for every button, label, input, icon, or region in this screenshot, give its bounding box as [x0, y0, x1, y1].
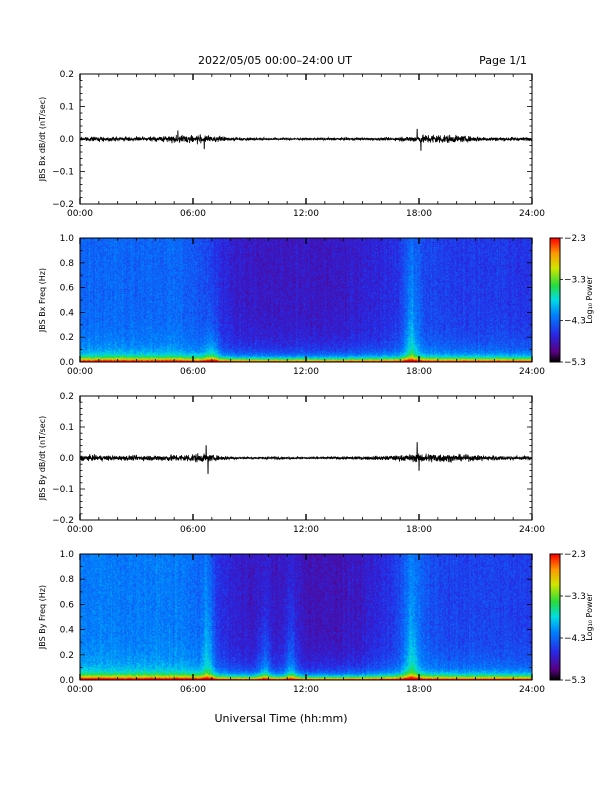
x-tick-label: 00:00 [67, 525, 93, 535]
colorbar-tick-label: −2.3 [564, 234, 586, 244]
x-tick-label: 12:00 [293, 209, 319, 219]
y-tick-label: 1.0 [60, 550, 75, 560]
bx-waveform-trace [79, 128, 533, 151]
colorbar-tick-label: −5.3 [564, 358, 586, 368]
y-tick-label: 0.6 [60, 600, 75, 610]
colorbar-tick-label: −4.3 [564, 317, 586, 327]
y-tick-label: 0.1 [60, 103, 74, 113]
x-tick-label: 18:00 [406, 525, 432, 535]
colorbar-tick-label: −3.3 [564, 275, 586, 285]
y-tick-label: 0.6 [60, 284, 75, 294]
y-tick-label: 0.8 [60, 259, 75, 269]
bx-spectrogram-ticks [79, 237, 533, 363]
by-waveform-y-tick-labels: 0.2 0.1 0.0 −0.1 −0.2 [52, 392, 74, 526]
by-waveform-y-axis-label: JBS By dB/dt (nT/sec) [38, 416, 47, 502]
colorbar-tick-label: −2.3 [564, 550, 586, 560]
x-tick-label: 18:00 [406, 209, 432, 219]
bx-spectrogram-heatmap [80, 238, 532, 362]
x-tick-label: 12:00 [293, 685, 319, 695]
x-tick-label: 24:00 [519, 209, 545, 219]
x-tick-label: 24:00 [519, 525, 545, 535]
by-colorbar-label: Log₁₀ Power [585, 593, 594, 641]
y-tick-label: 0.8 [60, 575, 75, 585]
bx-colorbar: −2.3 −3.3 −4.3 −5.3 Log₁₀ Power [549, 234, 594, 368]
page-number: Page 1/1 [479, 54, 527, 67]
by-waveform-trace [79, 442, 533, 474]
x-axis-label: Universal Time (hh:mm) [215, 712, 348, 725]
x-tick-label: 06:00 [180, 209, 206, 219]
y-tick-label: −0.2 [52, 516, 74, 526]
x-tick-label: 00:00 [67, 209, 93, 219]
y-tick-label: −0.1 [52, 485, 74, 495]
bx-spectrogram-y-axis-label: JBS Bx Freq (Hz) [38, 268, 47, 333]
y-tick-label: 0.1 [60, 423, 74, 433]
x-tick-label: 00:00 [67, 367, 93, 377]
figure-title: 2022/05/05 00:00–24:00 UT [198, 54, 352, 67]
y-tick-label: 1.0 [60, 234, 75, 244]
y-tick-label: 0.0 [60, 135, 75, 145]
y-tick-label: 0.2 [60, 70, 74, 80]
y-tick-label: 0.0 [60, 358, 75, 368]
by-colorbar-frame [549, 553, 561, 681]
y-tick-label: −0.2 [52, 200, 74, 210]
x-tick-label: 18:00 [406, 367, 432, 377]
y-tick-label: 0.2 [60, 392, 74, 402]
y-tick-label: 0.0 [60, 676, 75, 686]
y-tick-label: 0.0 [60, 454, 75, 464]
by-waveform-panel: 0.2 0.1 0.0 −0.1 −0.2 00:00 06:00 12:00 … [38, 392, 545, 535]
bx-waveform-ticks [79, 73, 533, 205]
x-tick-label: 06:00 [180, 525, 206, 535]
by-waveform-ticks [79, 395, 533, 521]
bx-waveform-y-axis-label: JBS Bx dB/dt (nT/sec) [38, 97, 47, 183]
x-tick-label: 12:00 [293, 525, 319, 535]
y-tick-label: −0.1 [52, 168, 74, 178]
x-tick-label: 24:00 [519, 367, 545, 377]
colorbar-tick-label: −3.3 [564, 592, 586, 602]
bx-waveform-panel: 0.2 0.1 0.0 −0.1 −0.2 00:00 06:00 12:00 … [38, 70, 545, 219]
x-tick-label: 06:00 [180, 685, 206, 695]
x-tick-label: 18:00 [406, 685, 432, 695]
bx-colorbar-gradient [550, 238, 560, 362]
by-colorbar-gradient [550, 554, 560, 680]
by-spectrogram-panel: 1.0 0.8 0.6 0.4 0.2 0.0 00:00 06:00 12:0… [38, 550, 594, 695]
by-spectrogram-heatmap [80, 554, 532, 680]
colorbar-tick-label: −5.3 [564, 676, 586, 686]
bx-colorbar-label: Log₁₀ Power [585, 276, 594, 324]
by-spectrogram-x-tick-labels: 00:00 06:00 12:00 18:00 24:00 [67, 685, 545, 695]
bx-spectrogram-panel: 1.0 0.8 0.6 0.4 0.2 0.0 00:00 06:00 12:0… [38, 234, 594, 377]
bx-waveform-x-tick-labels: 00:00 06:00 12:00 18:00 24:00 [67, 209, 545, 219]
by-spectrogram-ticks [79, 553, 533, 681]
bx-spectrogram-x-tick-labels: 00:00 06:00 12:00 18:00 24:00 [67, 367, 545, 377]
y-tick-label: 0.4 [60, 308, 75, 318]
bx-spectrogram-y-tick-labels: 1.0 0.8 0.6 0.4 0.2 0.0 [60, 234, 75, 368]
x-tick-label: 24:00 [519, 685, 545, 695]
by-waveform-x-tick-labels: 00:00 06:00 12:00 18:00 24:00 [67, 525, 545, 535]
bx-waveform-y-tick-labels: 0.2 0.1 0.0 −0.1 −0.2 [52, 70, 74, 210]
y-tick-label: 0.2 [60, 333, 74, 343]
by-spectrogram-y-axis-label: JBS By Freq (Hz) [38, 585, 47, 650]
x-tick-label: 06:00 [180, 367, 206, 377]
bx-colorbar-frame [549, 237, 561, 363]
colorbar-tick-label: −4.3 [564, 634, 586, 644]
y-tick-label: 0.4 [60, 626, 75, 636]
x-tick-label: 00:00 [67, 685, 93, 695]
by-colorbar: −2.3 −3.3 −4.3 −5.3 Log₁₀ Power [549, 550, 594, 686]
x-tick-label: 12:00 [293, 367, 319, 377]
y-tick-label: 0.2 [60, 651, 74, 661]
by-spectrogram-y-tick-labels: 1.0 0.8 0.6 0.4 0.2 0.0 [60, 550, 75, 686]
